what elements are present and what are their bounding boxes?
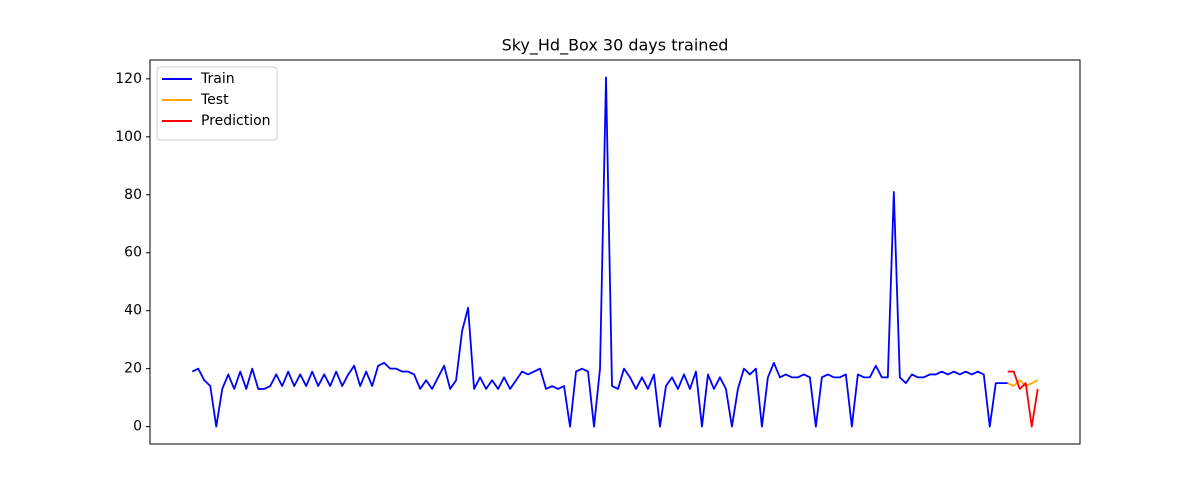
- y-tick-label: 60: [124, 245, 142, 261]
- legend-label: Test: [200, 92, 229, 108]
- series-line: [191, 76, 1008, 428]
- series-line: [1007, 370, 1039, 428]
- chart-title: Sky_Hd_Box 30 days trained: [502, 36, 729, 56]
- y-tick-label: 0: [133, 419, 142, 435]
- y-tick-label: 20: [124, 361, 142, 377]
- y-tick-label: 80: [124, 187, 142, 203]
- legend-label: Prediction: [201, 113, 271, 129]
- legend: Train Test Prediction: [156, 66, 278, 141]
- legend-label: Train: [200, 71, 235, 87]
- y-tick-label: 40: [124, 303, 142, 319]
- axes-frame: [149, 59, 1081, 445]
- y-tick-label: 120: [115, 71, 142, 87]
- series-line: [1007, 379, 1039, 387]
- y-tick-label: 100: [115, 129, 142, 145]
